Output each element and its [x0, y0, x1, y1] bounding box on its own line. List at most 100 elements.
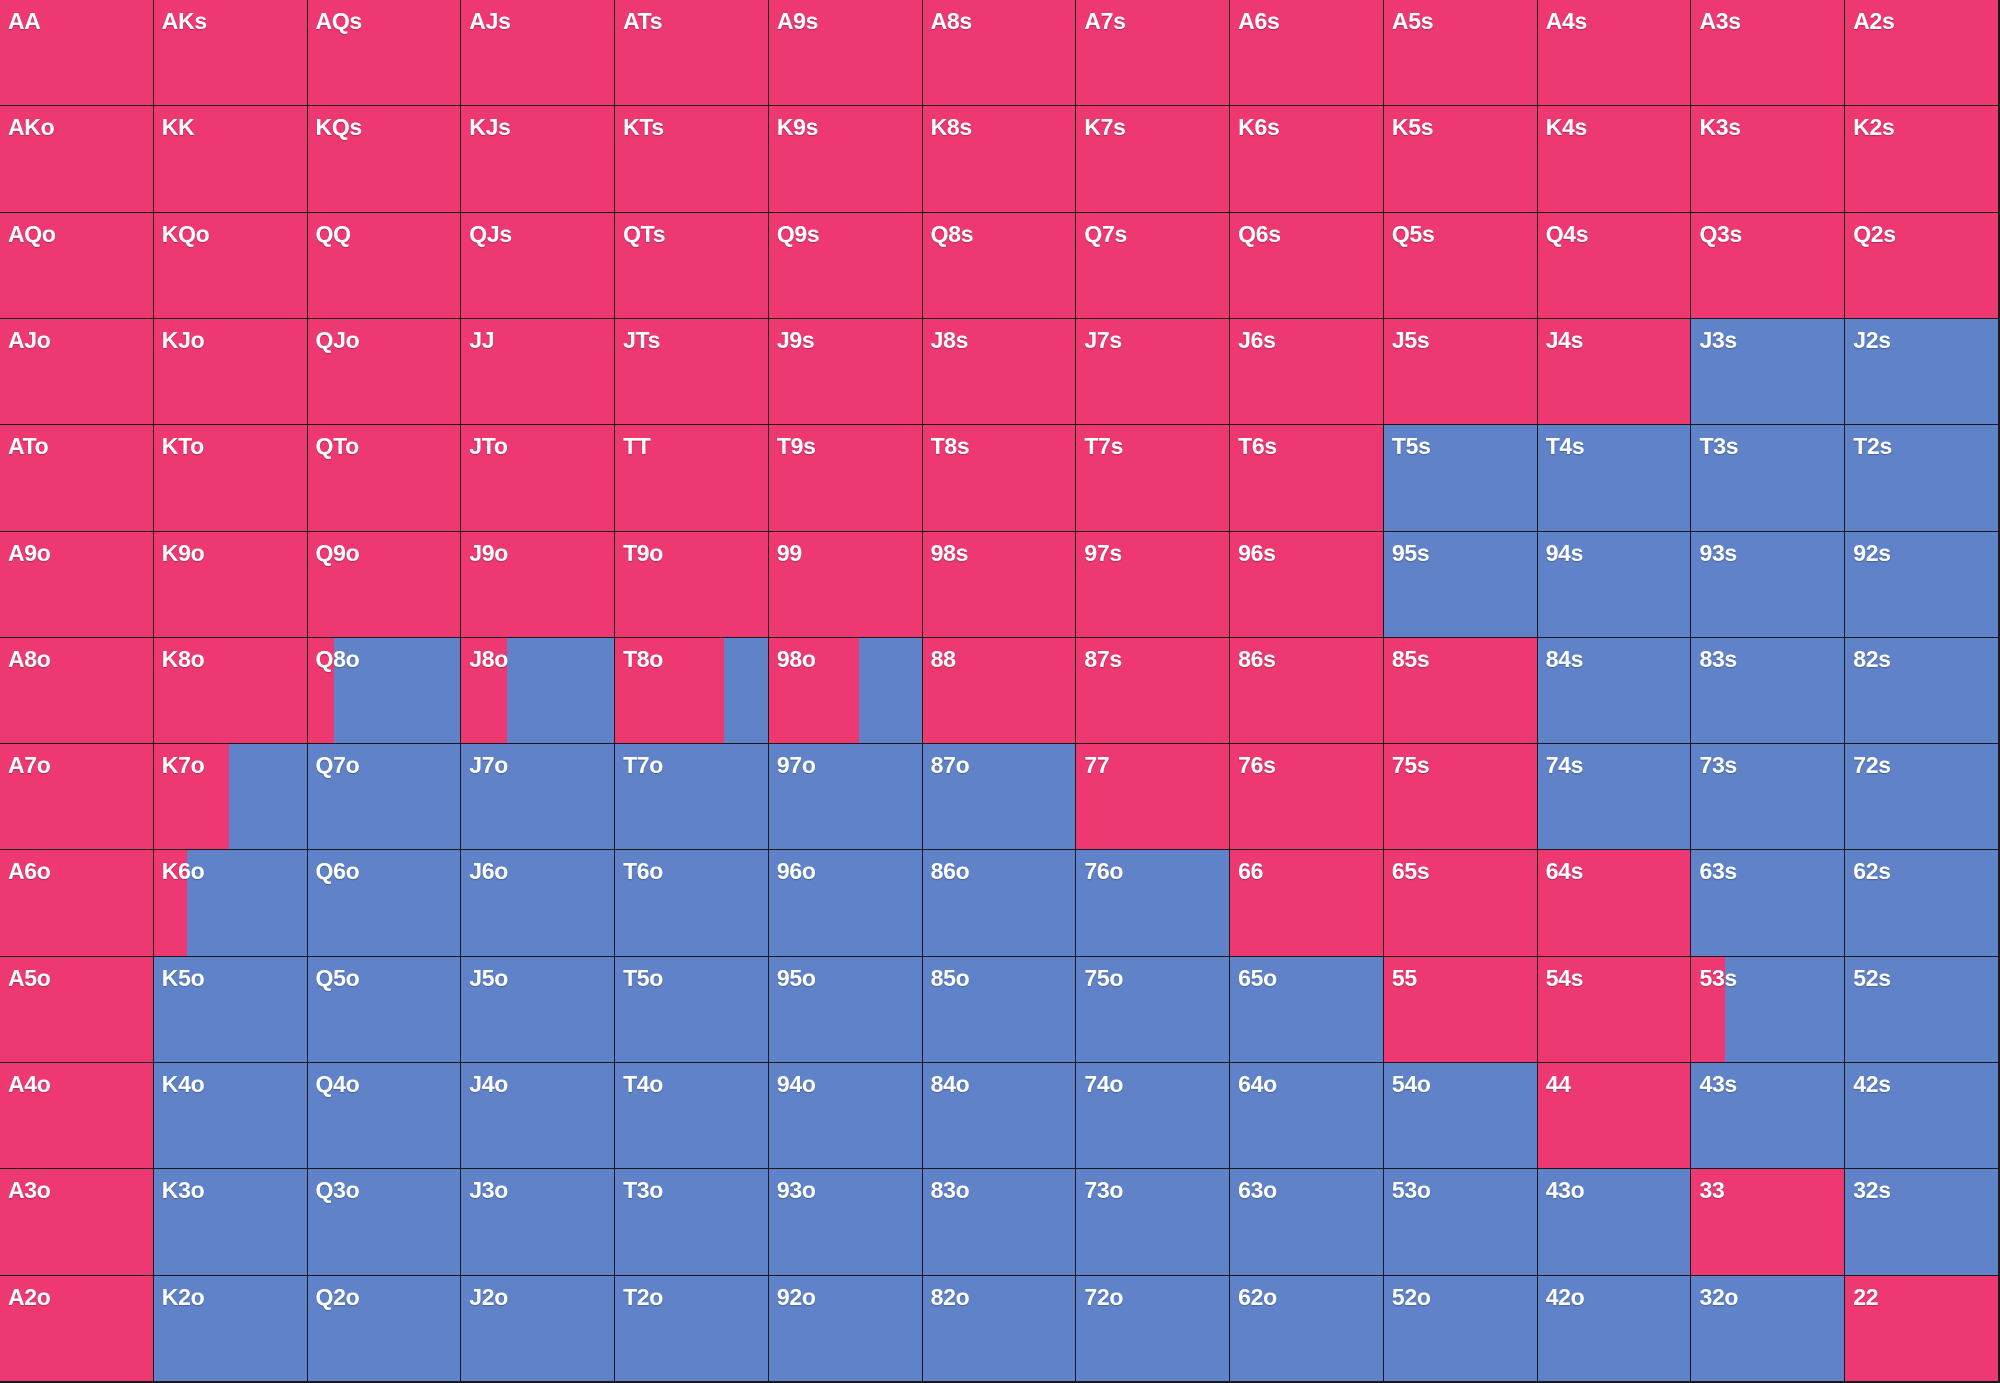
hand-cell-AA[interactable]: AA — [0, 0, 154, 107]
hand-cell-93o[interactable]: 93o — [768, 1169, 923, 1276]
hand-cell-K4s[interactable]: K4s — [1537, 106, 1692, 213]
hand-cell-A9s[interactable]: A9s — [768, 0, 923, 107]
hand-cell-AKs[interactable]: AKs — [153, 0, 308, 107]
hand-cell-KK[interactable]: KK — [153, 106, 308, 213]
hand-cell-52o[interactable]: 52o — [1383, 1275, 1538, 1382]
hand-cell-Q8s[interactable]: Q8s — [922, 212, 1077, 319]
hand-cell-87o[interactable]: 87o — [922, 744, 1077, 851]
hand-cell-AKo[interactable]: AKo — [0, 106, 154, 213]
hand-cell-22[interactable]: 22 — [1845, 1275, 1999, 1382]
hand-cell-K4o[interactable]: K4o — [153, 1063, 308, 1170]
hand-cell-J8s[interactable]: J8s — [922, 318, 1077, 426]
hand-cell-J2o[interactable]: J2o — [461, 1275, 616, 1382]
hand-cell-KJs[interactable]: KJs — [461, 106, 616, 213]
hand-cell-A2s[interactable]: A2s — [1845, 0, 1999, 107]
hand-cell-J6s[interactable]: J6s — [1230, 318, 1384, 426]
hand-cell-J4o[interactable]: J4o — [461, 1063, 616, 1170]
hand-cell-54s[interactable]: 54s — [1537, 956, 1692, 1064]
hand-cell-QQ[interactable]: QQ — [307, 212, 462, 319]
hand-cell-K8o[interactable]: K8o — [153, 637, 308, 745]
hand-cell-J5o[interactable]: J5o — [461, 956, 616, 1064]
hand-cell-A9o[interactable]: A9o — [0, 531, 154, 638]
hand-cell-T8o[interactable]: T8o — [615, 637, 769, 745]
hand-cell-T4o[interactable]: T4o — [615, 1063, 769, 1170]
hand-cell-JTo[interactable]: JTo — [461, 425, 616, 532]
hand-cell-93s[interactable]: 93s — [1691, 531, 1846, 638]
hand-cell-62s[interactable]: 62s — [1845, 850, 1999, 957]
hand-cell-64s[interactable]: 64s — [1537, 850, 1692, 957]
hand-cell-94o[interactable]: 94o — [768, 1063, 923, 1170]
hand-cell-A5o[interactable]: A5o — [0, 956, 154, 1064]
hand-cell-84s[interactable]: 84s — [1537, 637, 1692, 745]
hand-cell-75o[interactable]: 75o — [1076, 956, 1231, 1064]
hand-cell-88[interactable]: 88 — [922, 637, 1077, 745]
hand-cell-98s[interactable]: 98s — [922, 531, 1077, 638]
hand-cell-Q4s[interactable]: Q4s — [1537, 212, 1692, 319]
hand-cell-84o[interactable]: 84o — [922, 1063, 1077, 1170]
hand-cell-QJo[interactable]: QJo — [307, 318, 462, 426]
hand-cell-A7s[interactable]: A7s — [1076, 0, 1231, 107]
hand-cell-Q7s[interactable]: Q7s — [1076, 212, 1231, 319]
hand-cell-T7s[interactable]: T7s — [1076, 425, 1231, 532]
hand-cell-Q7o[interactable]: Q7o — [307, 744, 462, 851]
hand-cell-T9o[interactable]: T9o — [615, 531, 769, 638]
hand-cell-77[interactable]: 77 — [1076, 744, 1231, 851]
hand-cell-99[interactable]: 99 — [768, 531, 923, 638]
hand-cell-32o[interactable]: 32o — [1691, 1275, 1846, 1382]
hand-cell-TT[interactable]: TT — [615, 425, 769, 532]
hand-cell-86s[interactable]: 86s — [1230, 637, 1384, 745]
hand-cell-T6o[interactable]: T6o — [615, 850, 769, 957]
hand-cell-T9s[interactable]: T9s — [768, 425, 923, 532]
hand-cell-K9o[interactable]: K9o — [153, 531, 308, 638]
hand-cell-33[interactable]: 33 — [1691, 1169, 1846, 1276]
hand-cell-K2s[interactable]: K2s — [1845, 106, 1999, 213]
hand-cell-Q3o[interactable]: Q3o — [307, 1169, 462, 1276]
hand-cell-43s[interactable]: 43s — [1691, 1063, 1846, 1170]
hand-cell-Q6s[interactable]: Q6s — [1230, 212, 1384, 319]
hand-cell-J5s[interactable]: J5s — [1383, 318, 1538, 426]
hand-cell-92s[interactable]: 92s — [1845, 531, 1999, 638]
hand-cell-ATo[interactable]: ATo — [0, 425, 154, 532]
hand-cell-KQs[interactable]: KQs — [307, 106, 462, 213]
hand-cell-K5o[interactable]: K5o — [153, 956, 308, 1064]
hand-cell-86o[interactable]: 86o — [922, 850, 1077, 957]
hand-cell-52s[interactable]: 52s — [1845, 956, 1999, 1064]
hand-cell-Q5o[interactable]: Q5o — [307, 956, 462, 1064]
hand-cell-K9s[interactable]: K9s — [768, 106, 923, 213]
hand-cell-83s[interactable]: 83s — [1691, 637, 1846, 745]
hand-cell-55[interactable]: 55 — [1383, 956, 1538, 1064]
hand-cell-J6o[interactable]: J6o — [461, 850, 616, 957]
hand-cell-A3o[interactable]: A3o — [0, 1169, 154, 1276]
hand-cell-97s[interactable]: 97s — [1076, 531, 1231, 638]
hand-cell-74s[interactable]: 74s — [1537, 744, 1692, 851]
hand-cell-A4o[interactable]: A4o — [0, 1063, 154, 1170]
hand-cell-66[interactable]: 66 — [1230, 850, 1384, 957]
hand-cell-65o[interactable]: 65o — [1230, 956, 1384, 1064]
hand-cell-KTs[interactable]: KTs — [615, 106, 769, 213]
hand-cell-T6s[interactable]: T6s — [1230, 425, 1384, 532]
hand-cell-A6s[interactable]: A6s — [1230, 0, 1384, 107]
hand-cell-T2o[interactable]: T2o — [615, 1275, 769, 1382]
hand-cell-32s[interactable]: 32s — [1845, 1169, 1999, 1276]
hand-cell-T3o[interactable]: T3o — [615, 1169, 769, 1276]
hand-cell-A8s[interactable]: A8s — [922, 0, 1077, 107]
hand-cell-J2s[interactable]: J2s — [1845, 318, 1999, 426]
hand-cell-63s[interactable]: 63s — [1691, 850, 1846, 957]
hand-cell-A2o[interactable]: A2o — [0, 1275, 154, 1382]
hand-cell-96s[interactable]: 96s — [1230, 531, 1384, 638]
hand-cell-T3s[interactable]: T3s — [1691, 425, 1846, 532]
hand-cell-A7o[interactable]: A7o — [0, 744, 154, 851]
hand-cell-75s[interactable]: 75s — [1383, 744, 1538, 851]
hand-cell-AJo[interactable]: AJo — [0, 318, 154, 426]
hand-cell-Q9o[interactable]: Q9o — [307, 531, 462, 638]
hand-cell-T5o[interactable]: T5o — [615, 956, 769, 1064]
hand-cell-Q2o[interactable]: Q2o — [307, 1275, 462, 1382]
hand-cell-T2s[interactable]: T2s — [1845, 425, 1999, 532]
hand-cell-82s[interactable]: 82s — [1845, 637, 1999, 745]
hand-cell-AQo[interactable]: AQo — [0, 212, 154, 319]
hand-cell-ATs[interactable]: ATs — [615, 0, 769, 107]
hand-cell-Q3s[interactable]: Q3s — [1691, 212, 1846, 319]
hand-cell-Q9s[interactable]: Q9s — [768, 212, 923, 319]
hand-cell-JJ[interactable]: JJ — [461, 318, 616, 426]
hand-cell-Q5s[interactable]: Q5s — [1383, 212, 1538, 319]
